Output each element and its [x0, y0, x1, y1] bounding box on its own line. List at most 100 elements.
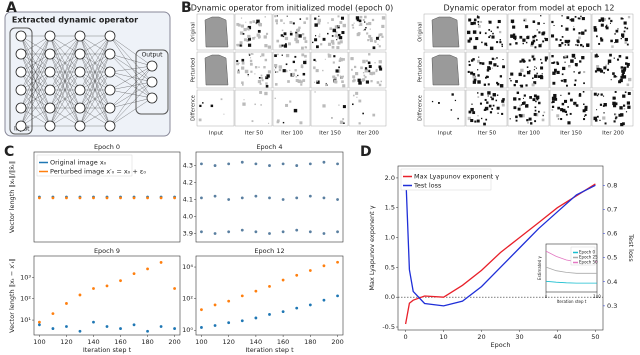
noise	[533, 69, 535, 71]
noise	[295, 35, 298, 38]
noise	[614, 42, 616, 44]
noise	[238, 62, 240, 64]
noise	[560, 25, 563, 27]
noise	[315, 60, 317, 63]
noise	[366, 32, 369, 35]
legend-label: Perturbed image x′₀ = x₀ + ε₀	[50, 168, 146, 176]
noise	[555, 71, 557, 73]
noise	[243, 38, 247, 42]
noise	[276, 39, 280, 43]
noise	[522, 42, 524, 45]
point	[119, 196, 122, 200]
noise	[350, 68, 353, 71]
noise	[247, 37, 252, 41]
x-tick-label: 30	[515, 333, 523, 341]
noise	[536, 29, 538, 31]
noise	[358, 122, 361, 125]
noise	[263, 66, 266, 69]
point	[268, 232, 271, 235]
noise	[608, 17, 611, 20]
noise	[276, 15, 278, 17]
edge	[79, 35, 111, 127]
noise	[563, 99, 568, 103]
edge	[20, 35, 51, 91]
grid-title: Dynamic operator from initialized model …	[191, 4, 394, 13]
noise	[501, 99, 505, 103]
noise	[274, 71, 277, 73]
noise	[377, 35, 380, 38]
noise	[339, 40, 343, 44]
noise	[457, 117, 459, 120]
noise	[265, 75, 268, 78]
noise	[358, 19, 362, 23]
noise	[529, 118, 532, 120]
column-label: Input	[209, 131, 224, 137]
noise	[294, 55, 297, 58]
noise	[534, 46, 537, 48]
edge	[20, 53, 51, 127]
noise	[250, 70, 253, 73]
node	[146, 92, 158, 104]
noise	[602, 95, 605, 97]
noise	[574, 104, 576, 107]
noise	[331, 35, 334, 37]
noise	[285, 53, 290, 58]
noise	[623, 21, 627, 25]
noise	[568, 65, 571, 68]
noise	[375, 70, 378, 73]
noise	[339, 36, 343, 40]
point	[254, 162, 258, 166]
panel-label: D	[360, 144, 372, 160]
noise	[473, 18, 477, 22]
noise	[567, 106, 569, 108]
noise	[510, 72, 514, 76]
noise	[514, 38, 517, 41]
noise	[488, 36, 491, 39]
noise	[513, 97, 517, 101]
noise	[490, 30, 493, 33]
noise	[582, 109, 586, 113]
point	[213, 324, 217, 327]
legend-label: Epoch 25	[579, 255, 598, 260]
noise	[364, 68, 369, 73]
noise	[295, 79, 299, 82]
noise	[526, 36, 530, 40]
y-axis-label: Max Lyapunov exponent γ	[368, 205, 376, 290]
noise	[616, 58, 620, 61]
noise	[598, 68, 602, 72]
column-label: Iter 50	[245, 131, 264, 137]
chart-title: Epoch 12	[254, 247, 284, 255]
noise	[242, 102, 246, 106]
noise	[477, 115, 479, 117]
noise	[362, 72, 365, 74]
noise	[521, 102, 525, 105]
noise	[551, 96, 556, 101]
noise	[483, 83, 487, 86]
noise	[566, 16, 570, 20]
point	[254, 230, 258, 234]
edge	[79, 71, 111, 127]
noise	[564, 39, 568, 44]
node	[44, 102, 56, 114]
point	[92, 196, 95, 200]
point	[159, 261, 163, 264]
image-cell	[196, 89, 235, 127]
noise	[282, 35, 285, 38]
edge	[79, 35, 111, 55]
noise	[618, 113, 622, 117]
noise	[620, 37, 622, 40]
noise	[627, 105, 631, 109]
noise	[483, 122, 486, 126]
noise	[284, 43, 287, 46]
noise	[473, 78, 477, 82]
point	[227, 162, 231, 166]
noise	[614, 39, 619, 43]
noise	[536, 98, 539, 101]
noise	[314, 17, 317, 20]
noise	[337, 33, 341, 37]
noise	[627, 15, 631, 19]
noise	[477, 92, 479, 94]
row-label: Difference	[191, 95, 197, 121]
point	[281, 310, 285, 314]
